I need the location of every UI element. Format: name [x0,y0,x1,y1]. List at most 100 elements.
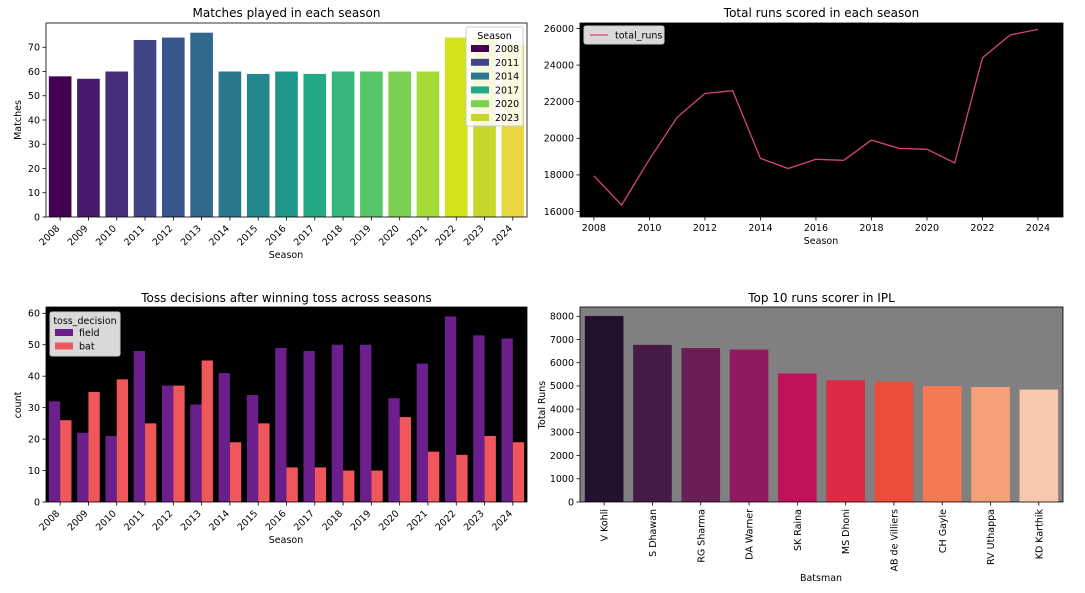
toss-x-tick-label: 2018 [320,508,345,533]
top-scorers-x-tick-label: AB de Villiers [889,509,900,572]
top-scorers-frame [579,306,1064,503]
toss-y-tick-label: 20 [28,434,40,445]
toss-bar-field-2014 [218,373,230,502]
toss-bar-bat-2013 [201,360,213,502]
matches-bar-2009 [77,78,100,218]
toss-bar-field-2010 [105,435,117,502]
top-scorers-x-tick-label: RV Uthappa [986,509,997,565]
matches-x-tick-label: 2016 [264,223,289,248]
toss-x-tick-label: 2021 [405,508,430,533]
toss-bar-bat-2009 [88,391,100,502]
top-scorers-x-ticks: V Kohli S Dhawan RG Sharma DA Warner SK Rain… [600,502,1045,572]
matches-bar-2012 [162,37,185,217]
toss-legend: toss_decision field bat [49,311,121,357]
runs-legend-label: total_runs [615,31,662,42]
runs-frame [579,22,1064,218]
top-scorers-x-tick-label: RG Sharma [696,509,707,563]
top-scorers-y-tick-label: 1000 [550,474,574,485]
runs-x-label: Season [804,236,838,247]
matches-bar-2016 [275,71,298,217]
matches-legend-swatch [471,58,489,66]
top-scorer-bar-0 [584,315,624,502]
top-scorers-y-ticks: 0 1000 2000 3000 4000 5000 6000 7000 8000 [550,312,580,508]
toss-y-tick-label: 60 [28,309,40,320]
matches-x-tick-label: 2013 [179,223,204,248]
matches-x-tick-label: 2023 [462,223,487,248]
runs-x-tick-label: 2014 [748,223,772,234]
toss-x-tick-label: 2009 [66,508,91,533]
top-scorer-bar-7 [922,385,962,502]
top-scorers-title: Top 10 runs scorer in IPL [747,291,895,305]
toss-frame [45,306,528,503]
matches-x-tick-label: 2017 [292,223,317,248]
matches-y-tick-label: 60 [28,67,40,78]
toss-bar-bat-2012 [173,385,185,502]
runs-x-tick-label: 2018 [859,223,883,234]
runs-x-tick-label: 2024 [1026,223,1050,234]
matches-legend-swatch [471,72,489,80]
matches-y-tick-label: 10 [28,188,40,199]
toss-bar-bat-2014 [229,442,242,502]
matches-x-label: Season [269,250,303,261]
top-scorers-x-label: Batsman [800,573,842,584]
toss-legend-label: bat [79,342,95,353]
matches-y-tick-label: 0 [34,212,40,223]
toss-bar-bat-2010 [116,379,129,502]
runs-plot-area [580,23,1063,217]
toss-bar-field-2015 [246,395,259,502]
top-scorers-x-tick-label: SK Raina [793,509,804,551]
top-scorer-bar-9 [1019,389,1059,502]
toss-x-label: Season [269,535,303,546]
matches-bar-2008 [48,76,72,217]
top-scorer-bar-6 [874,381,914,502]
top-scorer-bar-1 [633,344,672,502]
toss-y-tick-label: 10 [28,466,40,477]
matches-x-tick-label: 2011 [122,223,147,248]
toss-legend-label: field [79,328,100,339]
toss-x-tick-label: 2014 [207,508,232,533]
top-scorers-y-tick-label: 8000 [550,312,574,323]
toss-bar-field-2022 [444,316,457,502]
matches-x-tick-label: 2009 [66,223,91,248]
matches-y-tick-label: 20 [28,164,40,175]
toss-bar-field-2013 [190,404,202,502]
toss-x-tick-label: 2020 [377,508,402,533]
toss-bar-field-2020 [388,398,400,502]
toss-x-tick-label: 2012 [151,508,176,533]
toss-title: Toss decisions after winning toss across… [140,291,432,305]
top-scorers-y-tick-label: 7000 [550,335,574,346]
runs-x-ticks: 2008 2010 2012 2014 2016 2018 2020 2022 2024 [582,217,1050,234]
matches-bar-2022 [444,37,468,217]
matches-bar-2010 [105,71,129,217]
toss-x-tick-label: 2017 [292,508,317,533]
matches-x-tick-label: 2012 [151,223,176,248]
matches-legend-swatch [471,114,489,121]
top-scorers-y-tick-label: 4000 [550,404,574,415]
runs-y-ticks: 16000 18000 20000 22000 24000 26000 [544,24,580,218]
toss-bar-field-2018 [331,344,344,502]
toss-bar-bat-2019 [371,470,383,502]
toss-bar-bat-2018 [343,470,355,502]
runs-legend-box [583,25,665,45]
matches-x-tick-label: 2014 [207,223,232,248]
matches-frame [45,22,528,218]
matches-legend-swatch [471,45,489,52]
top-scorers-x-tick-label: KD Karthik [1034,509,1045,560]
toss-bar-field-2021 [416,363,428,502]
top-scorers-y-tick-label: 3000 [550,428,574,439]
toss-x-tick-label: 2019 [349,508,374,533]
runs-legend: total_runs [583,25,665,45]
matches-y-tick-label: 30 [28,140,40,151]
toss-x-tick-label: 2024 [490,508,515,533]
matches-x-tick-label: 2010 [94,223,119,248]
toss-bar-field-2011 [133,351,146,502]
top-scorers-x-tick-label: MS Dhoni [841,509,852,554]
top-scorer-bar-2 [681,348,721,502]
total-runs-line [593,28,1039,207]
top-scorer-bar-3 [729,349,769,502]
matches-legend-label: 2014 [495,72,519,83]
toss-y-label: count [13,391,24,418]
toss-bar-field-2023 [473,335,485,502]
matches-bar-2011 [133,39,157,217]
